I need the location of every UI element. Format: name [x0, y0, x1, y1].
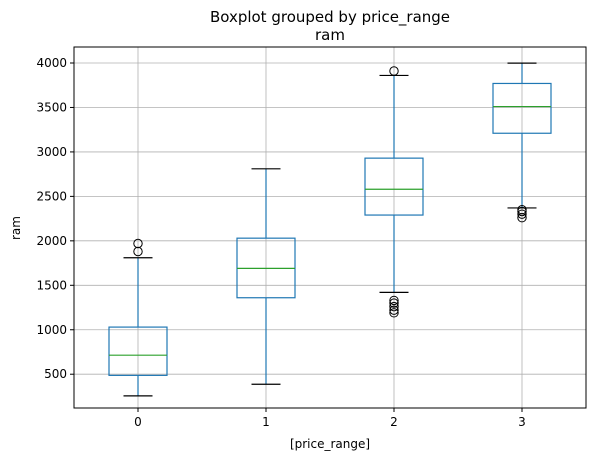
y-tick-label: 2000: [36, 234, 67, 248]
y-tick-label: 500: [44, 367, 67, 381]
grid-layer: [74, 47, 586, 408]
x-tick-label: 1: [262, 415, 270, 429]
box-layer: [109, 63, 551, 396]
chart-title: Boxplot grouped by price_range: [210, 8, 450, 27]
x-tick-label: 0: [134, 415, 142, 429]
axes-frame: [74, 47, 586, 408]
y-tick-label: 2500: [36, 189, 67, 203]
y-tick-label: 1000: [36, 323, 67, 337]
tick-layer: 500 1000 1500 2000 2500 3000 3500 4000 0 1 2 3: [36, 56, 525, 429]
y-tick-label: 3000: [36, 145, 67, 159]
y-axis-label: ram: [9, 216, 23, 240]
x-tick-label: 3: [518, 415, 526, 429]
y-tick-label: 1500: [36, 278, 67, 292]
x-tick-label: 2: [390, 415, 398, 429]
y-tick-label: 3500: [36, 100, 67, 114]
x-axis-label: [price_range]: [290, 437, 370, 451]
chart-subtitle: ram: [315, 26, 345, 44]
y-tick-label: 4000: [36, 56, 67, 70]
